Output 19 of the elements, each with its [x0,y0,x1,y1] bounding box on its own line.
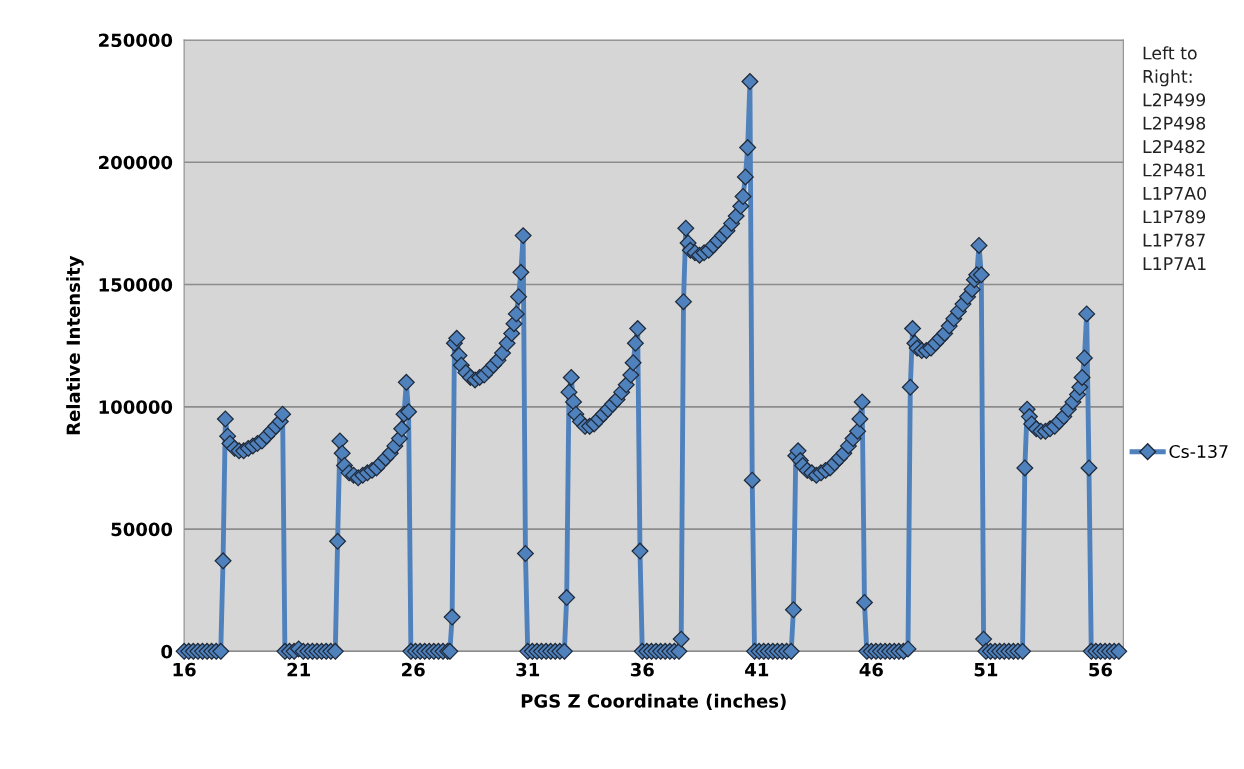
x-axis-title: PGS Z Coordinate (inches) [521,693,786,710]
x-tick-label: 21 [287,662,310,677]
x-tick-label: 51 [974,663,998,677]
text: Left to Right: L2P499 L2P498 L2P482 L2P481 L1P7A0 L1P789 L1P787 L1P7A1 [1143,46,1206,270]
x-tick-label: 41 [745,663,769,677]
x-tick-label: 31 [516,662,540,677]
x-tick-label: 46 [859,662,883,677]
y-tick-label: 0 [161,644,173,659]
y-tick-label: 200000 [99,155,173,170]
x-tick-label: 16 [173,662,196,677]
y-tick-label: 50000 [111,522,173,537]
y-tick-label: 100000 [99,400,173,414]
legend-label: Cs-137 [1169,444,1228,459]
x-tick-label: 56 [1089,662,1113,677]
y-tick-label: 250000 [99,33,173,48]
y-axis-title: Relative Intensity [66,255,84,435]
x-tick-label: 36 [630,662,654,677]
x-tick-label: 26 [402,662,425,677]
y-tick-label: 150000 [99,277,173,292]
